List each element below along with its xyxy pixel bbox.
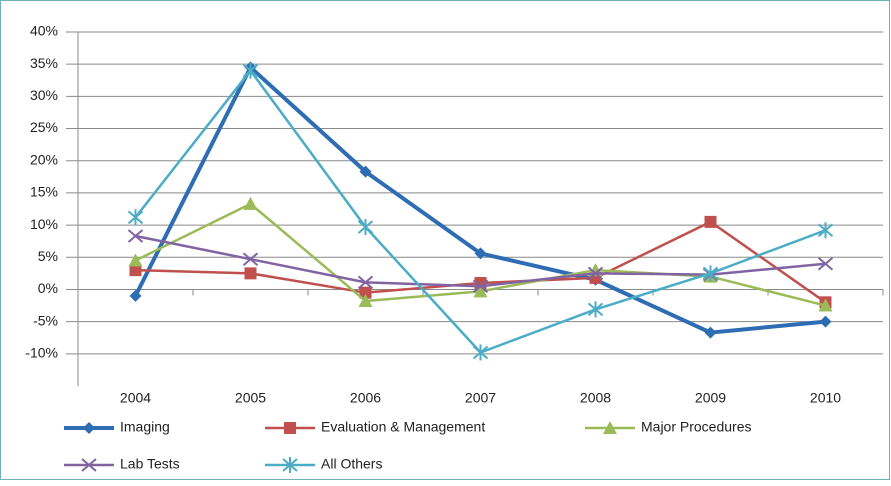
legend-label: Major Procedures [641,419,752,435]
legend-marker [282,457,298,473]
legend-label: Lab Tests [120,456,180,472]
point-marker [817,256,834,271]
y-tick-label: -10% [25,345,58,361]
legend-marker [81,458,97,472]
x-tick-label: 2009 [695,390,726,406]
legend-marker [284,422,296,434]
y-tick-label: 25% [30,119,58,135]
point-marker [474,247,487,260]
point-marker [242,252,259,266]
point-marker [357,219,374,236]
point-marker [358,294,373,308]
y-tick-label: 5% [38,248,58,264]
x-tick-label: 2005 [235,390,266,406]
point-marker [357,275,374,290]
point-marker [242,62,259,79]
x-tick-label: 2004 [120,390,151,406]
point-marker [702,265,719,282]
point-marker [359,165,372,178]
y-tick-label: 0% [38,280,58,296]
point-marker [587,301,604,318]
legend-label: Imaging [120,419,170,435]
y-tick-label: 35% [30,55,58,71]
point-marker [473,284,488,298]
point-marker [472,344,489,361]
y-tick-label: 10% [30,216,58,232]
point-marker [704,326,717,339]
legend-marker [83,422,95,434]
point-marker [127,209,144,226]
x-tick-label: 2008 [580,390,611,406]
point-marker [704,215,717,228]
y-tick-label: 15% [30,184,58,200]
point-marker [129,289,142,302]
legend-label: All Others [321,456,382,472]
point-marker [817,222,834,239]
legend-label: Evaluation & Management [321,419,485,435]
point-marker [819,315,832,328]
y-tick-label: 40% [30,23,58,39]
x-tick-label: 2010 [810,390,841,406]
point-marker [129,264,142,277]
point-marker [244,267,257,280]
x-tick-label: 2007 [465,390,496,406]
y-tick-label: -5% [33,312,58,328]
y-tick-label: 30% [30,87,58,103]
x-tick-label: 2006 [350,390,381,406]
point-marker [472,279,489,293]
point-marker [243,196,258,210]
point-marker [127,229,144,243]
point-marker [587,266,604,281]
point-marker [359,286,372,299]
point-marker [128,253,143,267]
point-marker [818,298,833,312]
y-tick-label: 20% [30,151,58,167]
legend-marker [603,421,617,434]
